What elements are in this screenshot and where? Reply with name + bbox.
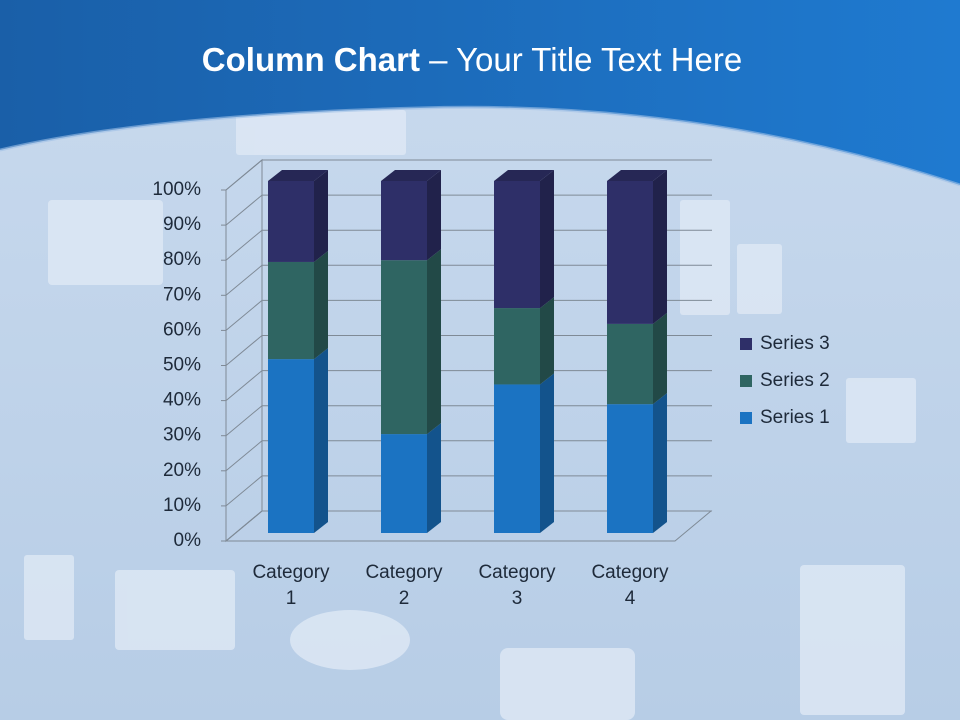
bar-segment	[607, 312, 667, 405]
y-tick-label: 10%	[163, 495, 201, 516]
bar-side	[653, 170, 667, 324]
decor-icons	[24, 110, 916, 720]
bar-side	[653, 393, 667, 533]
bar-front	[494, 308, 540, 385]
y-tick-label: 60%	[163, 319, 201, 340]
bar-side	[540, 170, 554, 309]
bar-front	[268, 261, 314, 360]
grid-line	[225, 440, 712, 472]
bar-front	[494, 384, 540, 533]
x-tick-label: Category 2	[365, 562, 443, 609]
bar-side	[427, 423, 441, 533]
x-tick-label: Category 3	[478, 562, 556, 609]
grid-line	[225, 405, 712, 437]
bar-front	[381, 260, 427, 435]
bar-front	[494, 181, 540, 309]
bar-segment	[381, 170, 441, 261]
grid-line	[225, 159, 712, 191]
bar-side	[314, 170, 328, 262]
y-tick-label: 100%	[152, 179, 201, 200]
bar-top	[268, 170, 328, 181]
bar-front	[381, 434, 427, 533]
bar-side	[314, 348, 328, 533]
bar-front	[607, 404, 653, 533]
legend-swatch	[740, 412, 752, 424]
bar-segment	[268, 250, 328, 360]
bar-side	[427, 249, 441, 435]
bar-segment	[381, 249, 441, 435]
y-tick-label: 0%	[174, 530, 202, 551]
y-tick-label: 30%	[163, 425, 201, 446]
bar-top	[381, 170, 441, 181]
y-tick-label: 40%	[163, 390, 201, 411]
bar-front	[268, 359, 314, 533]
y-tick-label: 90%	[163, 214, 201, 235]
legend-swatch	[740, 375, 752, 387]
header-edge	[0, 105, 960, 187]
bar-side	[427, 170, 441, 261]
bar-segment	[494, 170, 554, 309]
bar-top	[494, 170, 554, 181]
bar-side	[314, 250, 328, 360]
bar-side	[540, 297, 554, 385]
bar-front	[381, 181, 427, 261]
bar-side	[540, 373, 554, 533]
bar-segment	[268, 348, 328, 533]
x-tick-label: Category 4	[591, 562, 669, 609]
x-tick-label: Category 1	[252, 562, 330, 609]
grid-line	[225, 475, 712, 507]
chart-title: Column Chart – Your Title Text Here	[202, 41, 742, 78]
y-tick-label: 50%	[163, 355, 201, 376]
bar-segment	[268, 170, 328, 262]
grid-line	[225, 264, 712, 296]
bar-front	[268, 181, 314, 262]
legend-label: Series 2	[760, 370, 830, 391]
legend-label: Series 3	[760, 333, 830, 354]
bar-front	[607, 181, 653, 324]
bar-segment	[607, 170, 667, 324]
bar-side	[653, 312, 667, 405]
legend-label: Series 1	[760, 407, 830, 428]
bar-segment	[607, 393, 667, 533]
grid-line	[225, 510, 712, 542]
y-tick-label: 70%	[163, 284, 201, 305]
title-lead: Column Chart	[202, 41, 420, 78]
header-band	[0, 0, 960, 185]
title-rest: – Your Title Text Here	[429, 41, 742, 78]
legend-swatch	[740, 338, 752, 350]
y-tick-label: 20%	[163, 460, 201, 481]
grid-line	[225, 229, 712, 261]
bar-segment	[494, 373, 554, 533]
bar-segment	[381, 423, 441, 533]
grid-line	[225, 335, 712, 366]
bar-front	[607, 323, 653, 405]
bar-segment	[494, 297, 554, 385]
grid-line	[225, 194, 712, 226]
bar-top	[607, 170, 667, 181]
y-tick-label: 80%	[163, 249, 201, 270]
grid-line	[225, 370, 712, 401]
grid-line	[225, 299, 712, 331]
